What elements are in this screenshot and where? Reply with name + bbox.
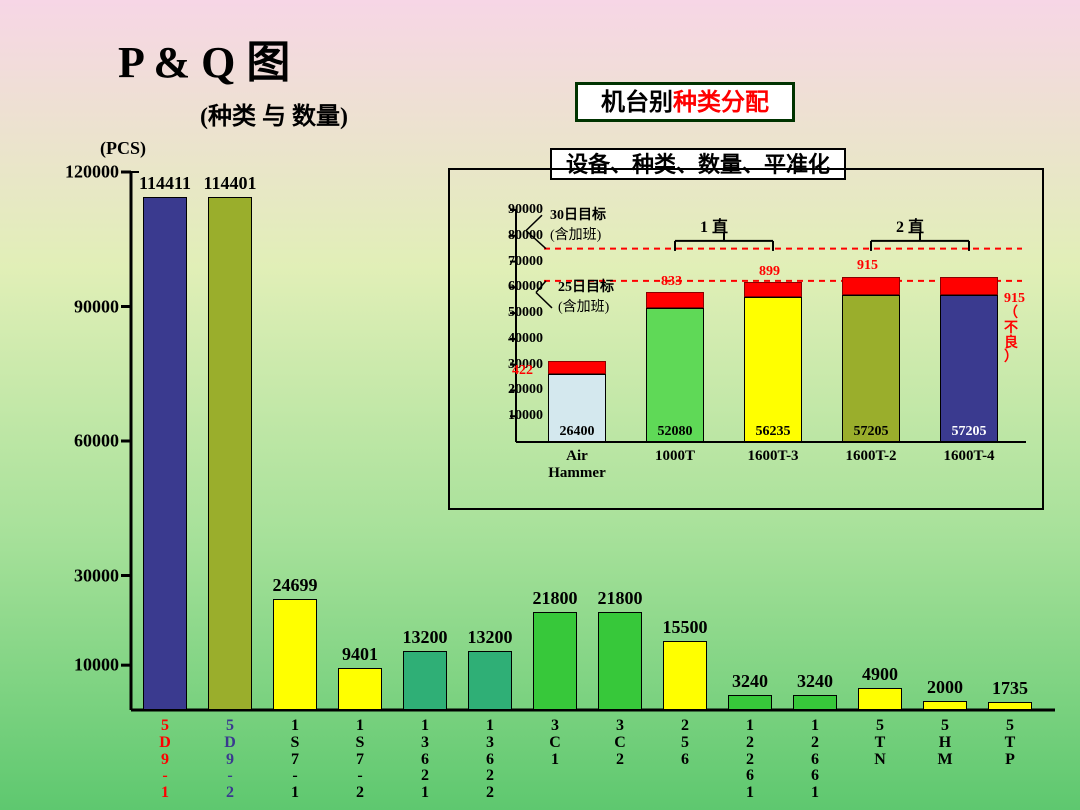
inset-bar-base [744,297,802,442]
inset-bar-top [548,361,606,374]
inset-chart-axes [0,0,1080,810]
inset-bar-value: 57205 [936,424,1002,440]
inset-group-label: 2 直 [896,213,924,237]
inset-bar-category: AirHammer [528,448,626,482]
inset-bar-red-label: 899 [759,264,780,280]
inset-target25: 25日目标 (含加班) [558,276,614,316]
inset-extra-915: 915 [1004,291,1025,306]
inset-bar-red-label: 915 [857,258,878,274]
inset-bar-base [646,308,704,442]
inset-bar-top [842,277,900,295]
inset-bar-category: 1600T-4 [920,448,1018,465]
inset-target30-label: 30日目标 [550,208,606,223]
inset-bar-top [940,277,998,295]
inset-bar-category: 1600T-3 [724,448,822,465]
inset-bar-top [646,292,704,307]
inset-bar-red-label: 833 [661,274,682,290]
inset-bar-top [744,282,802,297]
inset-bar-value: 57205 [838,424,904,440]
inset-bar-value: 26400 [544,424,610,440]
inset-target25-label: 25日目标 [558,280,614,295]
inset-bar-red-label: 422 [512,363,533,379]
inset-group-label: 1 直 [700,213,728,237]
inset-target30-sub: (含加班) [550,228,601,243]
inset-target25-sub: (含加班) [558,300,609,315]
inset-bar-value: 56235 [740,424,806,440]
inset-bar-category: 1600T-2 [822,448,920,465]
inset-bar-value: 52080 [642,424,708,440]
inset-extra-label: 915（不良） [1004,292,1025,365]
inset-bar-category: 1000T [626,448,724,465]
inset-bar-base [940,295,998,442]
inset-bar-base [842,295,900,442]
inset-chart: 1000020000300004000050000600007000080000… [0,0,1080,810]
inset-target30: 30日目标 (含加班) [550,204,606,244]
